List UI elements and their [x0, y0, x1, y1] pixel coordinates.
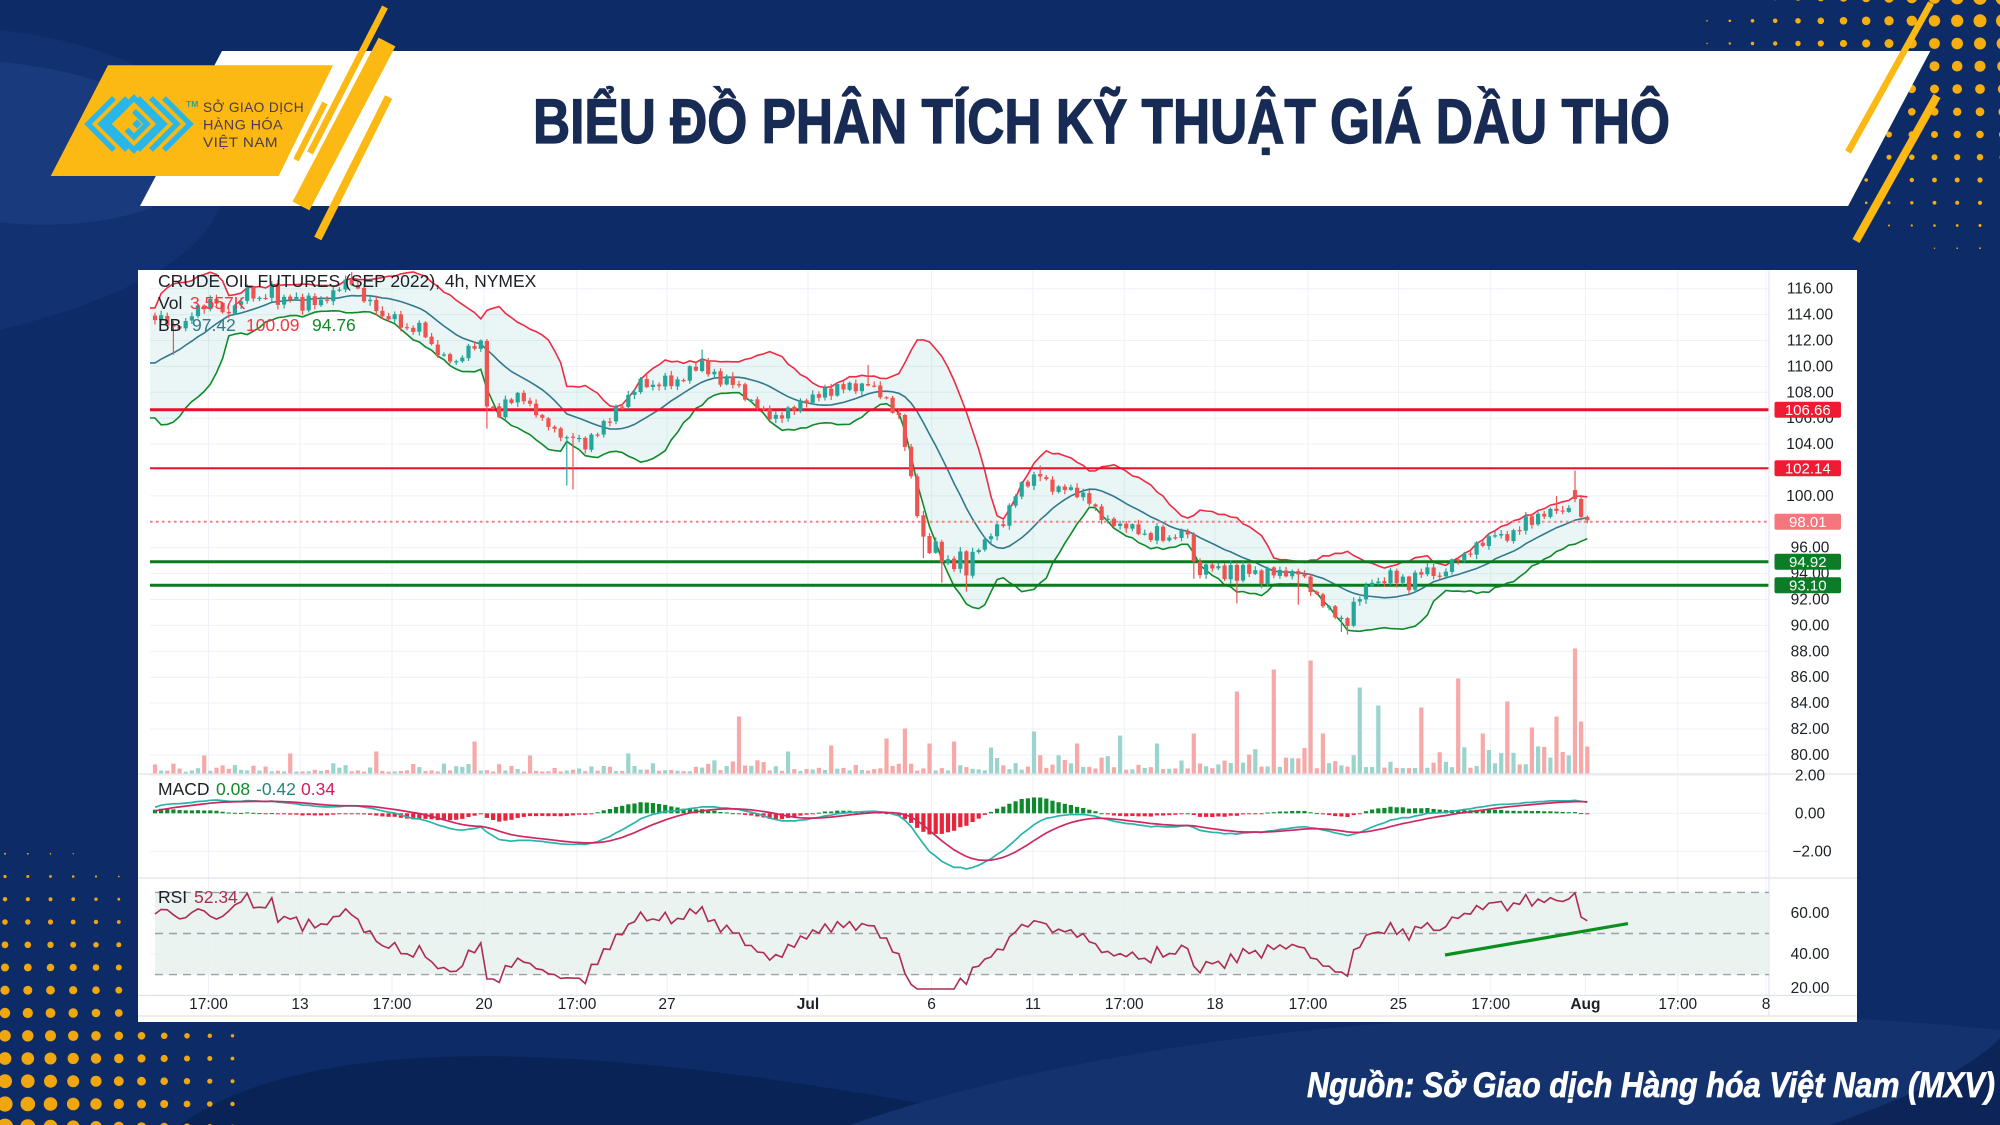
svg-text:92.00: 92.00 [1791, 592, 1830, 609]
svg-text:80.00: 80.00 [1791, 747, 1830, 764]
svg-text:2.00: 2.00 [1795, 767, 1826, 784]
svg-text:17:00: 17:00 [189, 996, 228, 1013]
svg-text:112.00: 112.00 [1787, 333, 1834, 350]
svg-text:25: 25 [1390, 996, 1407, 1013]
svg-text:TM: TM [186, 99, 198, 109]
svg-text:20.00: 20.00 [1791, 980, 1830, 997]
svg-text:SỞ GIAO DỊCH: SỞ GIAO DỊCH [203, 98, 304, 115]
svg-text:0.00: 0.00 [1795, 805, 1826, 822]
svg-text:88.00: 88.00 [1791, 643, 1830, 660]
svg-text:27: 27 [658, 996, 675, 1013]
svg-text:114.00: 114.00 [1787, 307, 1834, 324]
svg-text:Vol: Vol [158, 293, 182, 313]
svg-text:-0.42: -0.42 [256, 779, 296, 799]
svg-text:13: 13 [291, 996, 308, 1013]
svg-text:17:00: 17:00 [1658, 996, 1697, 1013]
svg-text:100.00: 100.00 [1786, 488, 1834, 505]
svg-text:Jul: Jul [797, 996, 819, 1013]
svg-text:40.00: 40.00 [1791, 946, 1830, 963]
svg-text:110.00: 110.00 [1787, 358, 1834, 375]
svg-text:102.14: 102.14 [1785, 460, 1831, 477]
svg-text:94.76: 94.76 [312, 315, 356, 335]
svg-text:84.00: 84.00 [1791, 695, 1830, 712]
svg-text:VIỆT NAM: VIỆT NAM [203, 134, 278, 150]
svg-text:86.00: 86.00 [1791, 669, 1830, 686]
svg-text:18: 18 [1206, 996, 1223, 1013]
svg-text:94.92: 94.92 [1789, 554, 1827, 571]
svg-text:17:00: 17:00 [1289, 996, 1328, 1013]
svg-text:3.557K: 3.557K [190, 293, 246, 313]
svg-text:8: 8 [1762, 996, 1771, 1013]
svg-text:106.66: 106.66 [1785, 402, 1831, 419]
svg-text:HÀNG HÓA: HÀNG HÓA [203, 117, 283, 133]
svg-text:96.00: 96.00 [1791, 540, 1830, 557]
svg-text:90.00: 90.00 [1791, 617, 1830, 634]
svg-text:82.00: 82.00 [1791, 721, 1830, 738]
svg-text:CRUDE OIL FUTURES (SEP 2022),: CRUDE OIL FUTURES (SEP 2022), 4h, NYMEX [158, 271, 537, 291]
svg-text:52.34: 52.34 [194, 887, 238, 907]
svg-text:RSI: RSI [158, 887, 187, 907]
svg-text:6: 6 [927, 996, 936, 1013]
svg-text:93.10: 93.10 [1789, 578, 1827, 595]
svg-text:−2.00: −2.00 [1792, 843, 1832, 860]
svg-text:0.08: 0.08 [216, 779, 250, 799]
svg-text:98.01: 98.01 [1789, 514, 1827, 531]
svg-text:20: 20 [475, 996, 493, 1013]
svg-text:0.34: 0.34 [301, 779, 335, 799]
svg-text:17:00: 17:00 [373, 996, 412, 1013]
svg-text:17:00: 17:00 [558, 996, 597, 1013]
svg-text:100.09: 100.09 [246, 315, 300, 335]
svg-text:108.00: 108.00 [1786, 384, 1834, 401]
svg-text:97.42: 97.42 [192, 315, 236, 335]
svg-text:116.00: 116.00 [1787, 281, 1834, 298]
svg-text:104.00: 104.00 [1786, 436, 1834, 453]
svg-text:BB: BB [158, 315, 181, 335]
svg-text:60.00: 60.00 [1791, 905, 1830, 922]
svg-text:Nguồn: Sở Giao dịch Hàng hóa V: Nguồn: Sở Giao dịch Hàng hóa Việt Nam (M… [1307, 1066, 1995, 1105]
svg-text:Aug: Aug [1570, 996, 1600, 1013]
svg-text:11: 11 [1025, 996, 1041, 1013]
svg-text:17:00: 17:00 [1471, 996, 1510, 1013]
svg-text:BIỂU ĐỒ PHÂN TÍCH KỸ THUẬT GIÁ: BIỂU ĐỒ PHÂN TÍCH KỸ THUẬT GIÁ DẦU THÔ [533, 86, 1670, 157]
svg-text:17:00: 17:00 [1105, 996, 1144, 1013]
svg-text:MACD: MACD [158, 779, 210, 799]
